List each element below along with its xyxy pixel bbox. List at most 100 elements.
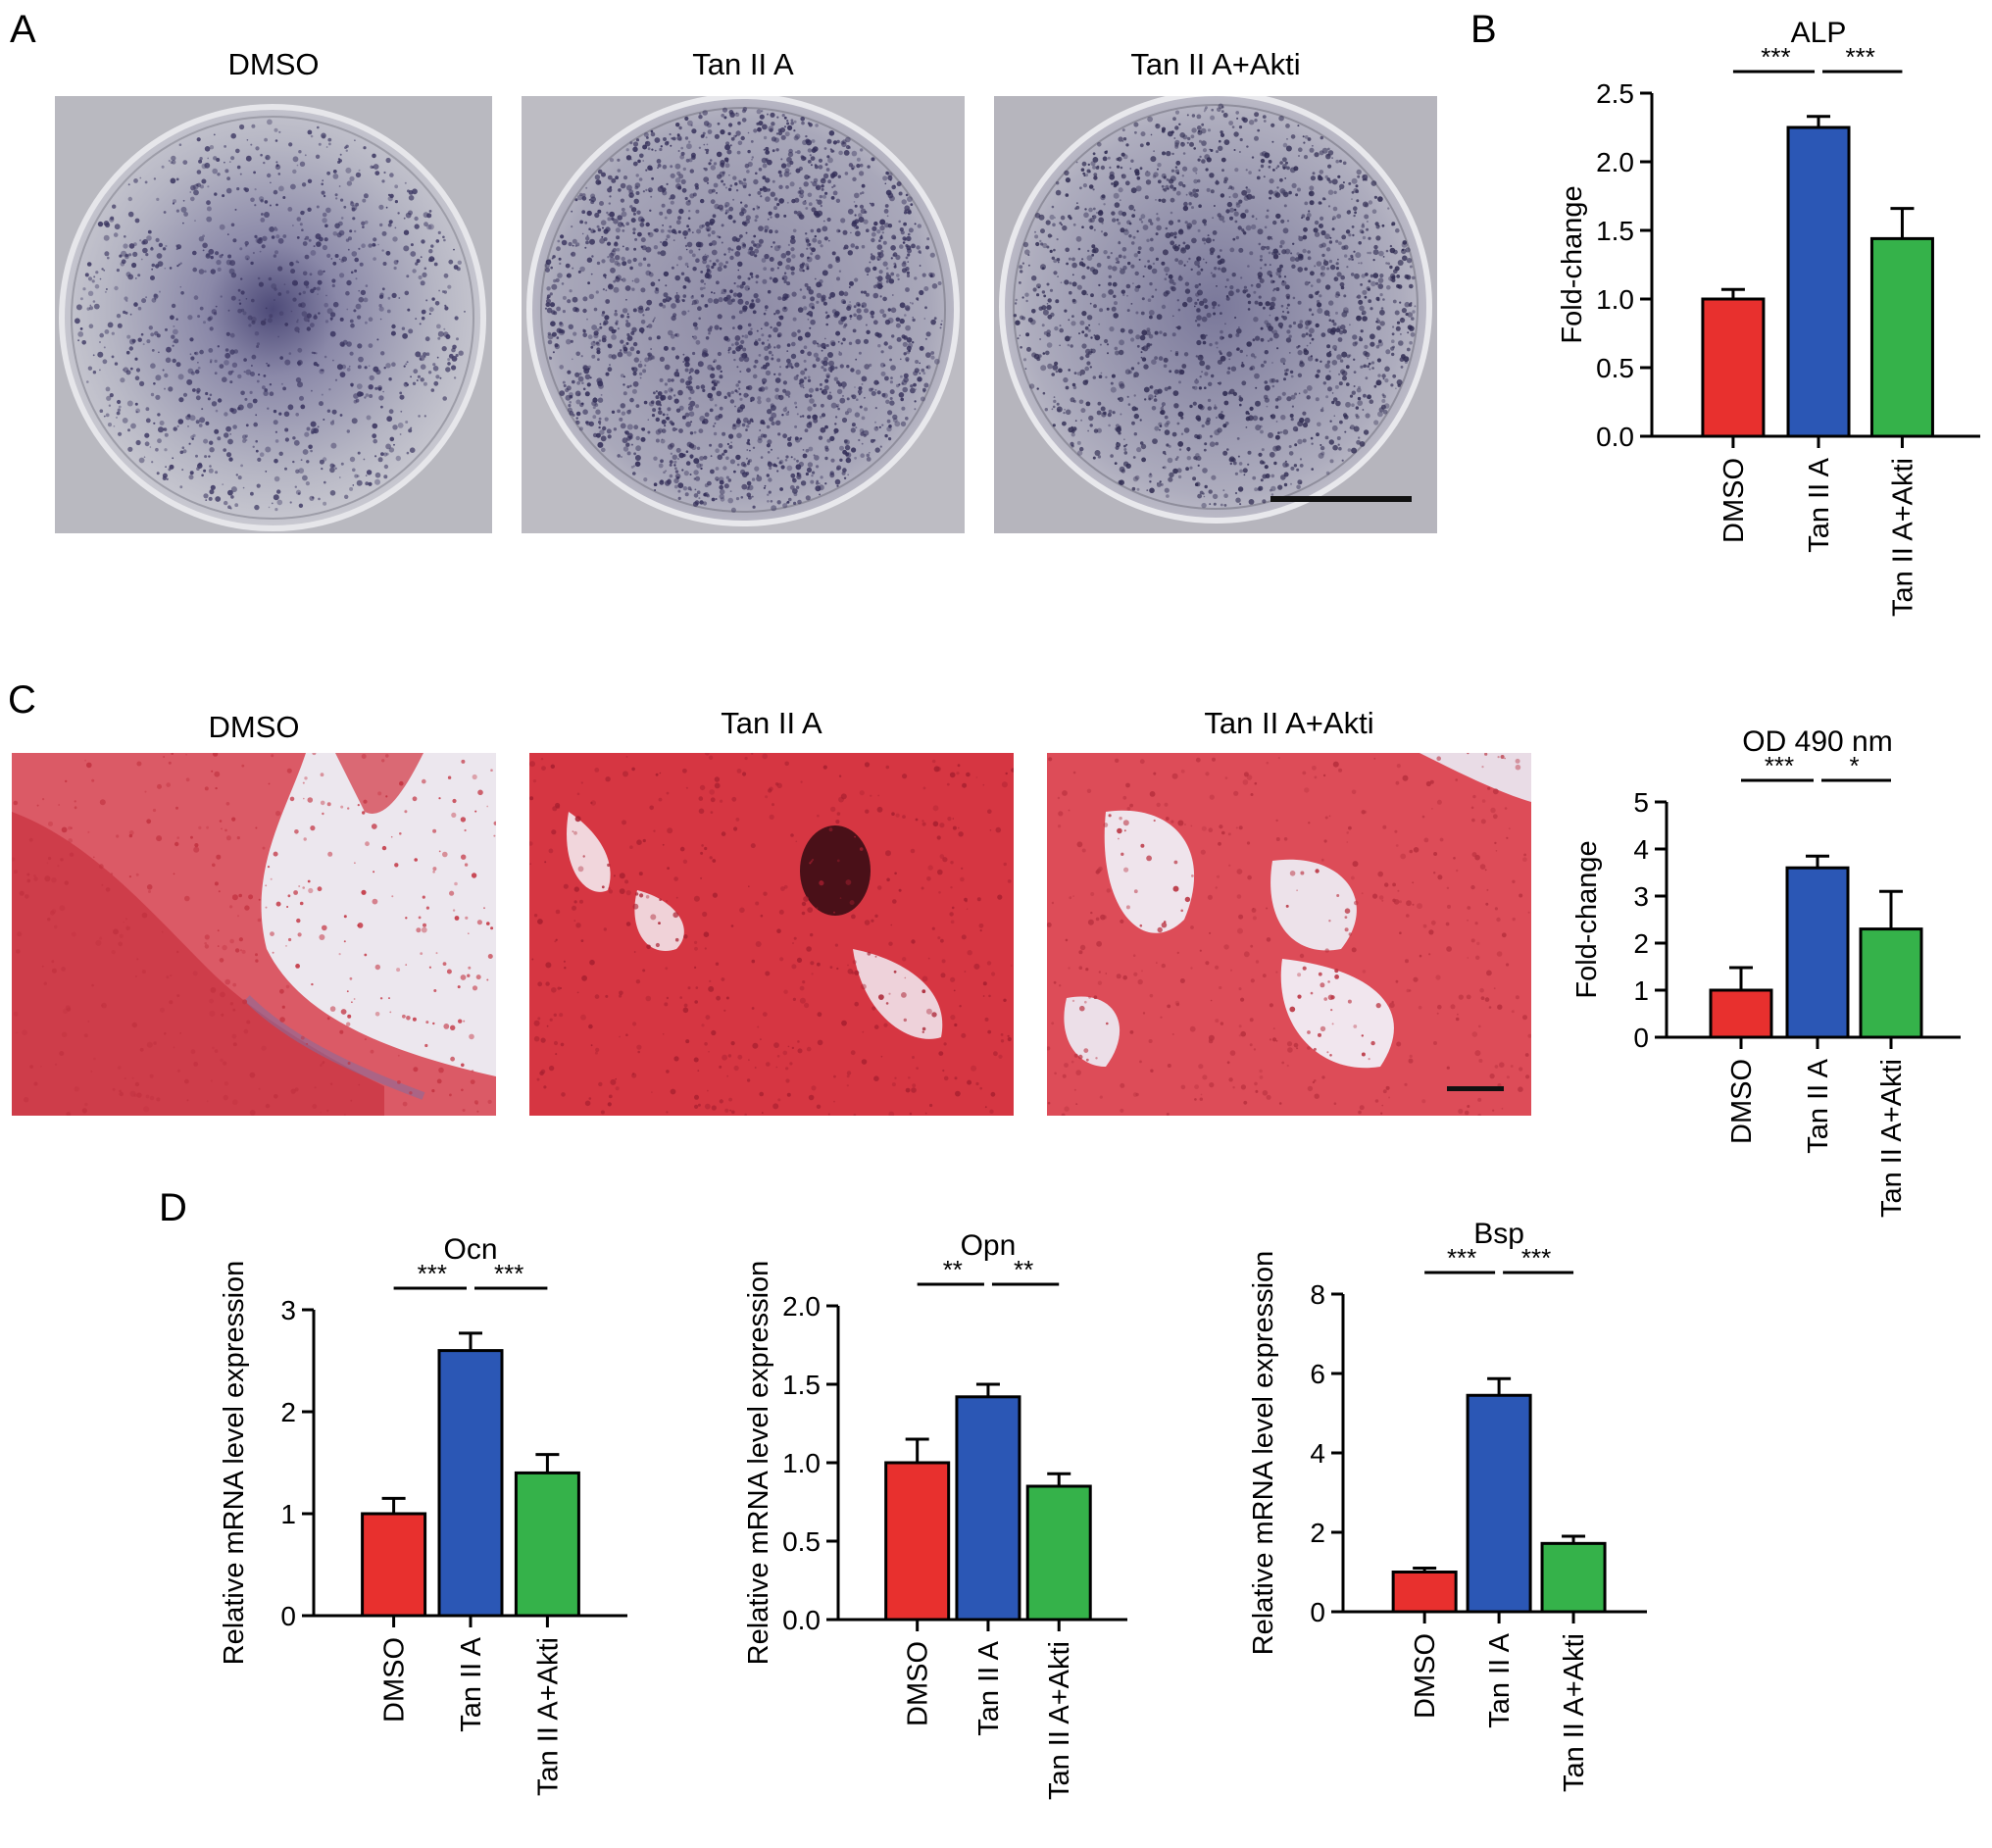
significance-label: *** [1521, 1243, 1551, 1273]
panel-letter-b: B [1470, 8, 1497, 51]
chart-title: Bsp [1473, 1218, 1524, 1250]
y-tick-label: 1.5 [1596, 216, 1634, 246]
panel-a-label-tan: Tan II A [692, 47, 794, 81]
bsp-bar-chart: Bsp Relative mRNA level expression 0 2 4 6 8 DM… [1248, 1218, 1647, 1792]
x-tick-label: Tan II A+Akti [1044, 1641, 1075, 1800]
panel-a-label-tan-akti: Tan II A+Akti [1130, 47, 1301, 81]
x-tick-label: Tan II A+Akti [532, 1637, 564, 1796]
bar-dmso [1701, 297, 1766, 438]
significance-label: *** [1761, 42, 1790, 72]
y-tick-label: 4 [1310, 1438, 1325, 1469]
y-tick-label: 5 [1633, 787, 1649, 818]
scale-bar [1447, 1086, 1504, 1091]
od490-bar-chart: OD 490 nm Fold-change 0 1 2 3 4 5 DMSO Tan II A Ta… [1571, 725, 1961, 1218]
significance-label: * [1849, 751, 1859, 780]
y-tick-label: 0.5 [782, 1526, 821, 1557]
alizarin-image-tan [529, 753, 1014, 1116]
opn-bar-chart: Opn Relative mRNA level expression 0.0 0.5 1… [743, 1229, 1127, 1800]
alp-bar-chart: ALP Fold-change 0.0 0.5 1.0 1.5 2.0 2.5 DMSO Tan … [1557, 17, 1980, 617]
bar-dmso [361, 1512, 427, 1618]
x-tick-label: Tan II A+Akti [1887, 458, 1918, 617]
x-tick-label: DMSO [1726, 1059, 1758, 1144]
alp-stain-svg-tan [522, 96, 965, 533]
panel-a-label-dmso: DMSO [227, 47, 320, 81]
x-tick-label: Tan II A+Akti [1559, 1633, 1590, 1792]
y-tick-label: 0 [280, 1601, 296, 1631]
x-tick-label: DMSO [379, 1637, 411, 1723]
alp-stain-image-dmso [55, 96, 492, 533]
y-tick-label: 1 [280, 1499, 296, 1529]
panel-letter-a: A [10, 8, 36, 51]
bar-tan-akti [1025, 1484, 1092, 1622]
significance-label: *** [494, 1259, 523, 1288]
alp-stain-svg-tan-akti [994, 96, 1437, 533]
y-tick-label: 2 [280, 1397, 296, 1427]
bar-tan [955, 1395, 1021, 1622]
y-tick-label: 0.0 [1596, 422, 1634, 452]
alizarin-svg-dmso [12, 753, 496, 1116]
bar-tan-akti [1869, 236, 1934, 438]
y-tick-label: 2.0 [782, 1291, 821, 1322]
bar-dmso [884, 1461, 951, 1622]
alizarin-svg-tan [529, 753, 1014, 1116]
alizarin-svg-tan-akti [1047, 753, 1531, 1116]
significance-label: ** [943, 1255, 963, 1284]
chart-title: Ocn [443, 1233, 497, 1266]
bar-dmso [1391, 1571, 1458, 1614]
alp-stain-image-tan [522, 96, 965, 533]
significance-label: *** [418, 1259, 447, 1288]
bar-tan-akti [514, 1471, 580, 1618]
panel-letter-d: D [159, 1186, 187, 1229]
ocn-bar-chart: Ocn Relative mRNA level expression 0 1 2 3 DMS… [219, 1233, 627, 1796]
y-tick-label: 0.5 [1596, 353, 1634, 383]
bar-tan [1786, 125, 1851, 438]
x-tick-label: DMSO [1410, 1633, 1441, 1719]
bar-tan [1466, 1393, 1532, 1614]
x-tick-label: DMSO [903, 1641, 934, 1726]
y-tick-label: 3 [1633, 881, 1649, 912]
panel-c-label-tan: Tan II A [721, 706, 822, 740]
y-tick-label: 2.0 [1596, 147, 1634, 177]
y-tick-label: 2.5 [1596, 78, 1634, 109]
bar-tan-akti [1540, 1541, 1607, 1614]
significance-label: ** [1014, 1255, 1033, 1284]
bar-tan [1785, 866, 1850, 1039]
x-tick-label: Tan II A [1803, 1058, 1834, 1153]
y-tick-label: 6 [1310, 1359, 1325, 1389]
x-tick-label: DMSO [1718, 458, 1750, 543]
alizarin-image-tan-akti [1047, 753, 1531, 1116]
scale-bar [1270, 496, 1412, 502]
y-tick-label: 1 [1633, 975, 1649, 1006]
x-tick-label: Tan II A [1484, 1632, 1516, 1727]
x-tick-label: Tan II A+Akti [1876, 1059, 1908, 1218]
y-axis-label: Fold-change [1557, 185, 1588, 343]
chart-title: Opn [961, 1229, 1017, 1262]
y-tick-label: 0 [1633, 1023, 1649, 1053]
panel-letter-c: C [8, 678, 36, 722]
y-tick-label: 1.0 [1596, 284, 1634, 315]
y-tick-label: 2 [1310, 1518, 1325, 1548]
y-tick-label: 1.5 [782, 1370, 821, 1400]
y-tick-label: 8 [1310, 1279, 1325, 1310]
y-tick-label: 4 [1633, 834, 1649, 865]
y-axis-label: Relative mRNA level expression [1248, 1251, 1279, 1656]
panel-c-label-tan-akti: Tan II A+Akti [1204, 706, 1374, 740]
chart-title: ALP [1791, 17, 1847, 49]
bar-tan-akti [1859, 927, 1923, 1039]
x-tick-label: Tan II A [973, 1640, 1005, 1735]
y-tick-label: 0 [1310, 1597, 1325, 1627]
y-axis-label: Relative mRNA level expression [743, 1261, 774, 1666]
y-axis-label: Relative mRNA level expression [219, 1261, 250, 1666]
y-tick-label: 3 [280, 1295, 296, 1325]
y-axis-label: Fold-change [1571, 840, 1603, 998]
x-tick-label: Tan II A [1804, 457, 1835, 552]
y-tick-label: 0.0 [782, 1605, 821, 1635]
panel-c-label-dmso: DMSO [208, 710, 300, 744]
alp-stain-image-tan-akti [994, 96, 1437, 533]
bar-dmso [1709, 988, 1773, 1039]
alp-stain-svg-dmso [55, 96, 492, 533]
significance-label: *** [1447, 1243, 1476, 1273]
y-tick-label: 1.0 [782, 1448, 821, 1478]
bar-tan [437, 1349, 504, 1618]
alizarin-image-dmso [12, 753, 496, 1116]
